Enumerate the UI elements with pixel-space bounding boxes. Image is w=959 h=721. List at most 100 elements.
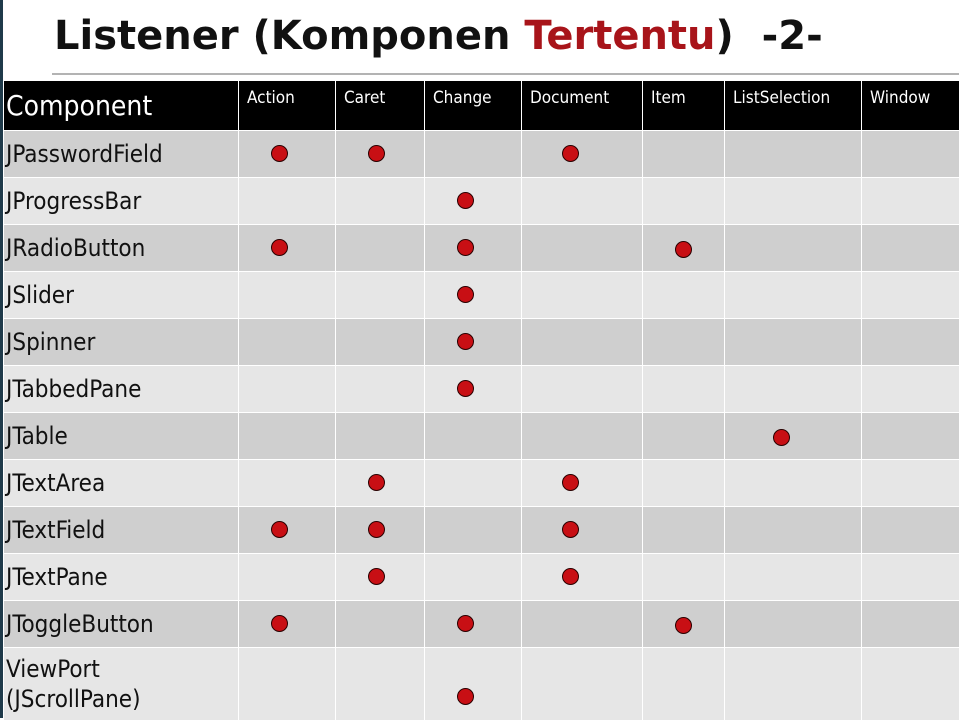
listener-dot-icon	[457, 239, 474, 256]
title-suffix: ) -2-	[716, 13, 823, 59]
listener-cell-action	[239, 366, 336, 413]
listener-cell-window	[862, 413, 959, 460]
component-name-cell: JTextField	[4, 507, 239, 554]
component-name-cell: JRadioButton	[4, 225, 239, 272]
listener-cell-action	[239, 131, 336, 178]
listener-cell-change	[425, 507, 522, 554]
listener-cell-window	[862, 366, 959, 413]
listener-dot-icon	[562, 145, 579, 162]
listener-cell-window	[862, 460, 959, 507]
listener-cell-caret	[336, 413, 425, 460]
listener-cell-document	[522, 272, 643, 319]
table-row: JTextField	[4, 507, 959, 554]
listener-dot-icon	[457, 688, 474, 705]
listener-cell-document	[522, 225, 643, 272]
component-name-cell: JTable	[4, 413, 239, 460]
listener-dot-icon	[271, 615, 288, 632]
listener-cell-item	[643, 554, 725, 601]
listener-dot-icon	[773, 429, 790, 446]
listener-dot-icon	[368, 568, 385, 585]
listener-cell-action	[239, 413, 336, 460]
listener-dot-icon	[562, 568, 579, 585]
table-row: JPasswordField	[4, 131, 959, 178]
table-row: JTextPane	[4, 554, 959, 601]
title-prefix: Listener (Komponen	[54, 13, 524, 59]
header-change: Change	[425, 81, 522, 131]
listener-cell-document	[522, 601, 643, 648]
listener-cell-item	[643, 225, 725, 272]
component-name-cell: JToggleButton	[4, 601, 239, 648]
listener-cell-caret	[336, 131, 425, 178]
listener-dot-icon	[457, 286, 474, 303]
listener-cell-listselection	[725, 413, 862, 460]
listener-cell-document	[522, 460, 643, 507]
listener-cell-window	[862, 225, 959, 272]
header-item: Item	[643, 81, 725, 131]
listener-cell-action	[239, 648, 336, 721]
slide-title: Listener (Komponen Tertentu) -2-	[54, 10, 823, 62]
listener-cell-action	[239, 225, 336, 272]
listener-cell-item	[643, 460, 725, 507]
listener-cell-action	[239, 319, 336, 366]
listener-cell-caret	[336, 507, 425, 554]
listener-cell-document	[522, 648, 643, 721]
listener-cell-action	[239, 272, 336, 319]
table-row: JTable	[4, 413, 959, 460]
listener-cell-document	[522, 131, 643, 178]
listener-cell-caret	[336, 366, 425, 413]
listener-cell-document	[522, 507, 643, 554]
listener-cell-caret	[336, 319, 425, 366]
listener-dot-icon	[562, 521, 579, 538]
listener-cell-action	[239, 178, 336, 225]
listener-cell-document	[522, 554, 643, 601]
header-caret: Caret	[336, 81, 425, 131]
listener-cell-caret	[336, 601, 425, 648]
listener-cell-item	[643, 178, 725, 225]
table-row: ViewPort (JScrollPane)	[4, 648, 959, 721]
listener-cell-item	[643, 319, 725, 366]
listener-dot-icon	[675, 617, 692, 634]
listener-cell-action	[239, 601, 336, 648]
listener-cell-listselection	[725, 131, 862, 178]
table-row: JSpinner	[4, 319, 959, 366]
listener-cell-caret	[336, 272, 425, 319]
listener-cell-caret	[336, 648, 425, 721]
listener-cell-change	[425, 648, 522, 721]
listener-cell-change	[425, 554, 522, 601]
listener-cell-window	[862, 507, 959, 554]
listener-cell-window	[862, 648, 959, 721]
listener-cell-document	[522, 366, 643, 413]
listener-cell-window	[862, 319, 959, 366]
component-name-cell: JTextPane	[4, 554, 239, 601]
listener-cell-change	[425, 131, 522, 178]
listener-cell-document	[522, 178, 643, 225]
table-row: JToggleButton	[4, 601, 959, 648]
listener-cell-action	[239, 507, 336, 554]
listener-cell-action	[239, 460, 336, 507]
listener-dot-icon	[457, 333, 474, 350]
title-divider	[52, 73, 959, 75]
listener-cell-caret	[336, 225, 425, 272]
component-name-cell: JSpinner	[4, 319, 239, 366]
table-row: JProgressBar	[4, 178, 959, 225]
listener-dot-icon	[271, 145, 288, 162]
listener-cell-listselection	[725, 460, 862, 507]
component-name-cell: JSlider	[4, 272, 239, 319]
listener-dot-icon	[368, 474, 385, 491]
listener-cell-listselection	[725, 225, 862, 272]
component-name-cell: JTextArea	[4, 460, 239, 507]
listener-cell-item	[643, 648, 725, 721]
table-row: JTabbedPane	[4, 366, 959, 413]
listener-cell-listselection	[725, 554, 862, 601]
listener-cell-window	[862, 554, 959, 601]
listener-dot-icon	[368, 145, 385, 162]
listener-cell-window	[862, 272, 959, 319]
listener-dot-icon	[562, 474, 579, 491]
listener-dot-icon	[271, 239, 288, 256]
listener-cell-window	[862, 131, 959, 178]
listener-cell-item	[643, 507, 725, 554]
listener-cell-item	[643, 413, 725, 460]
listener-cell-listselection	[725, 648, 862, 721]
listener-cell-change	[425, 225, 522, 272]
